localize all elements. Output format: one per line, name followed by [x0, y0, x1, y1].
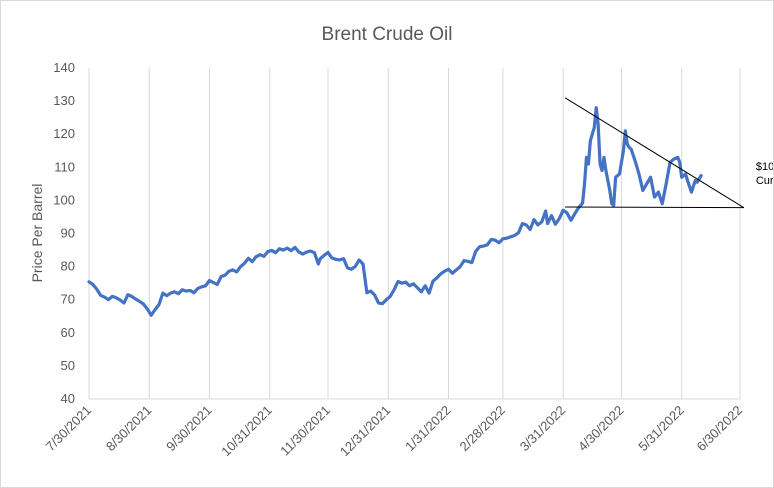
x-axis-ticks: 7/30/2021 8/30/2021 9/30/2021 10/31/2021 11/… — [43, 403, 746, 460]
y-tick-label: 80 — [61, 259, 75, 274]
x-tick-label: 9/30/2021 — [163, 403, 215, 455]
y-tick-label: 40 — [61, 391, 75, 406]
x-tick-label: 10/31/2021 — [218, 403, 275, 460]
x-tick-label: 12/31/2021 — [337, 403, 394, 460]
x-tick-label: 6/30/2022 — [694, 403, 746, 455]
y-tick-label: 70 — [61, 292, 75, 307]
x-tick-label: 2/28/2022 — [457, 403, 509, 455]
x-tick-label: 1/31/2022 — [402, 403, 454, 455]
chart-title: Brent Crude Oil — [322, 24, 453, 45]
x-tick-label: 7/30/2021 — [43, 403, 95, 455]
x-tick-label: 5/31/2022 — [635, 403, 687, 455]
x-tick-label: 3/31/2022 — [517, 403, 569, 455]
x-tick-label: 4/30/2022 — [575, 403, 627, 455]
x-tick-label: 11/30/2021 — [277, 403, 333, 459]
trendlines — [564, 97, 745, 209]
y-tick-label: 110 — [54, 159, 75, 174]
y-axis-label: Price Per Barrel — [29, 184, 45, 283]
y-tick-label: 90 — [61, 226, 75, 241]
y-tick-label: 130 — [53, 93, 75, 108]
annotation-text: $107 — [756, 161, 773, 173]
y-tick-label: 100 — [53, 192, 75, 207]
trendline — [565, 206, 744, 209]
x-tick-label: 8/30/2021 — [103, 403, 155, 455]
trendline — [564, 97, 745, 209]
y-tick-label: 50 — [61, 358, 75, 373]
y-tick-label: 60 — [61, 325, 75, 340]
annotation-text: Current Price — [756, 175, 773, 187]
y-tick-label: 120 — [53, 126, 75, 141]
annotations: $107 Current Price — [756, 161, 773, 187]
series-group — [87, 106, 703, 317]
series-line — [87, 106, 703, 317]
y-tick-label: 140 — [53, 60, 75, 75]
y-axis-ticks: 40 50 60 70 80 90 100 110 120 130 140 — [53, 60, 75, 406]
grid-lines — [88, 68, 741, 400]
